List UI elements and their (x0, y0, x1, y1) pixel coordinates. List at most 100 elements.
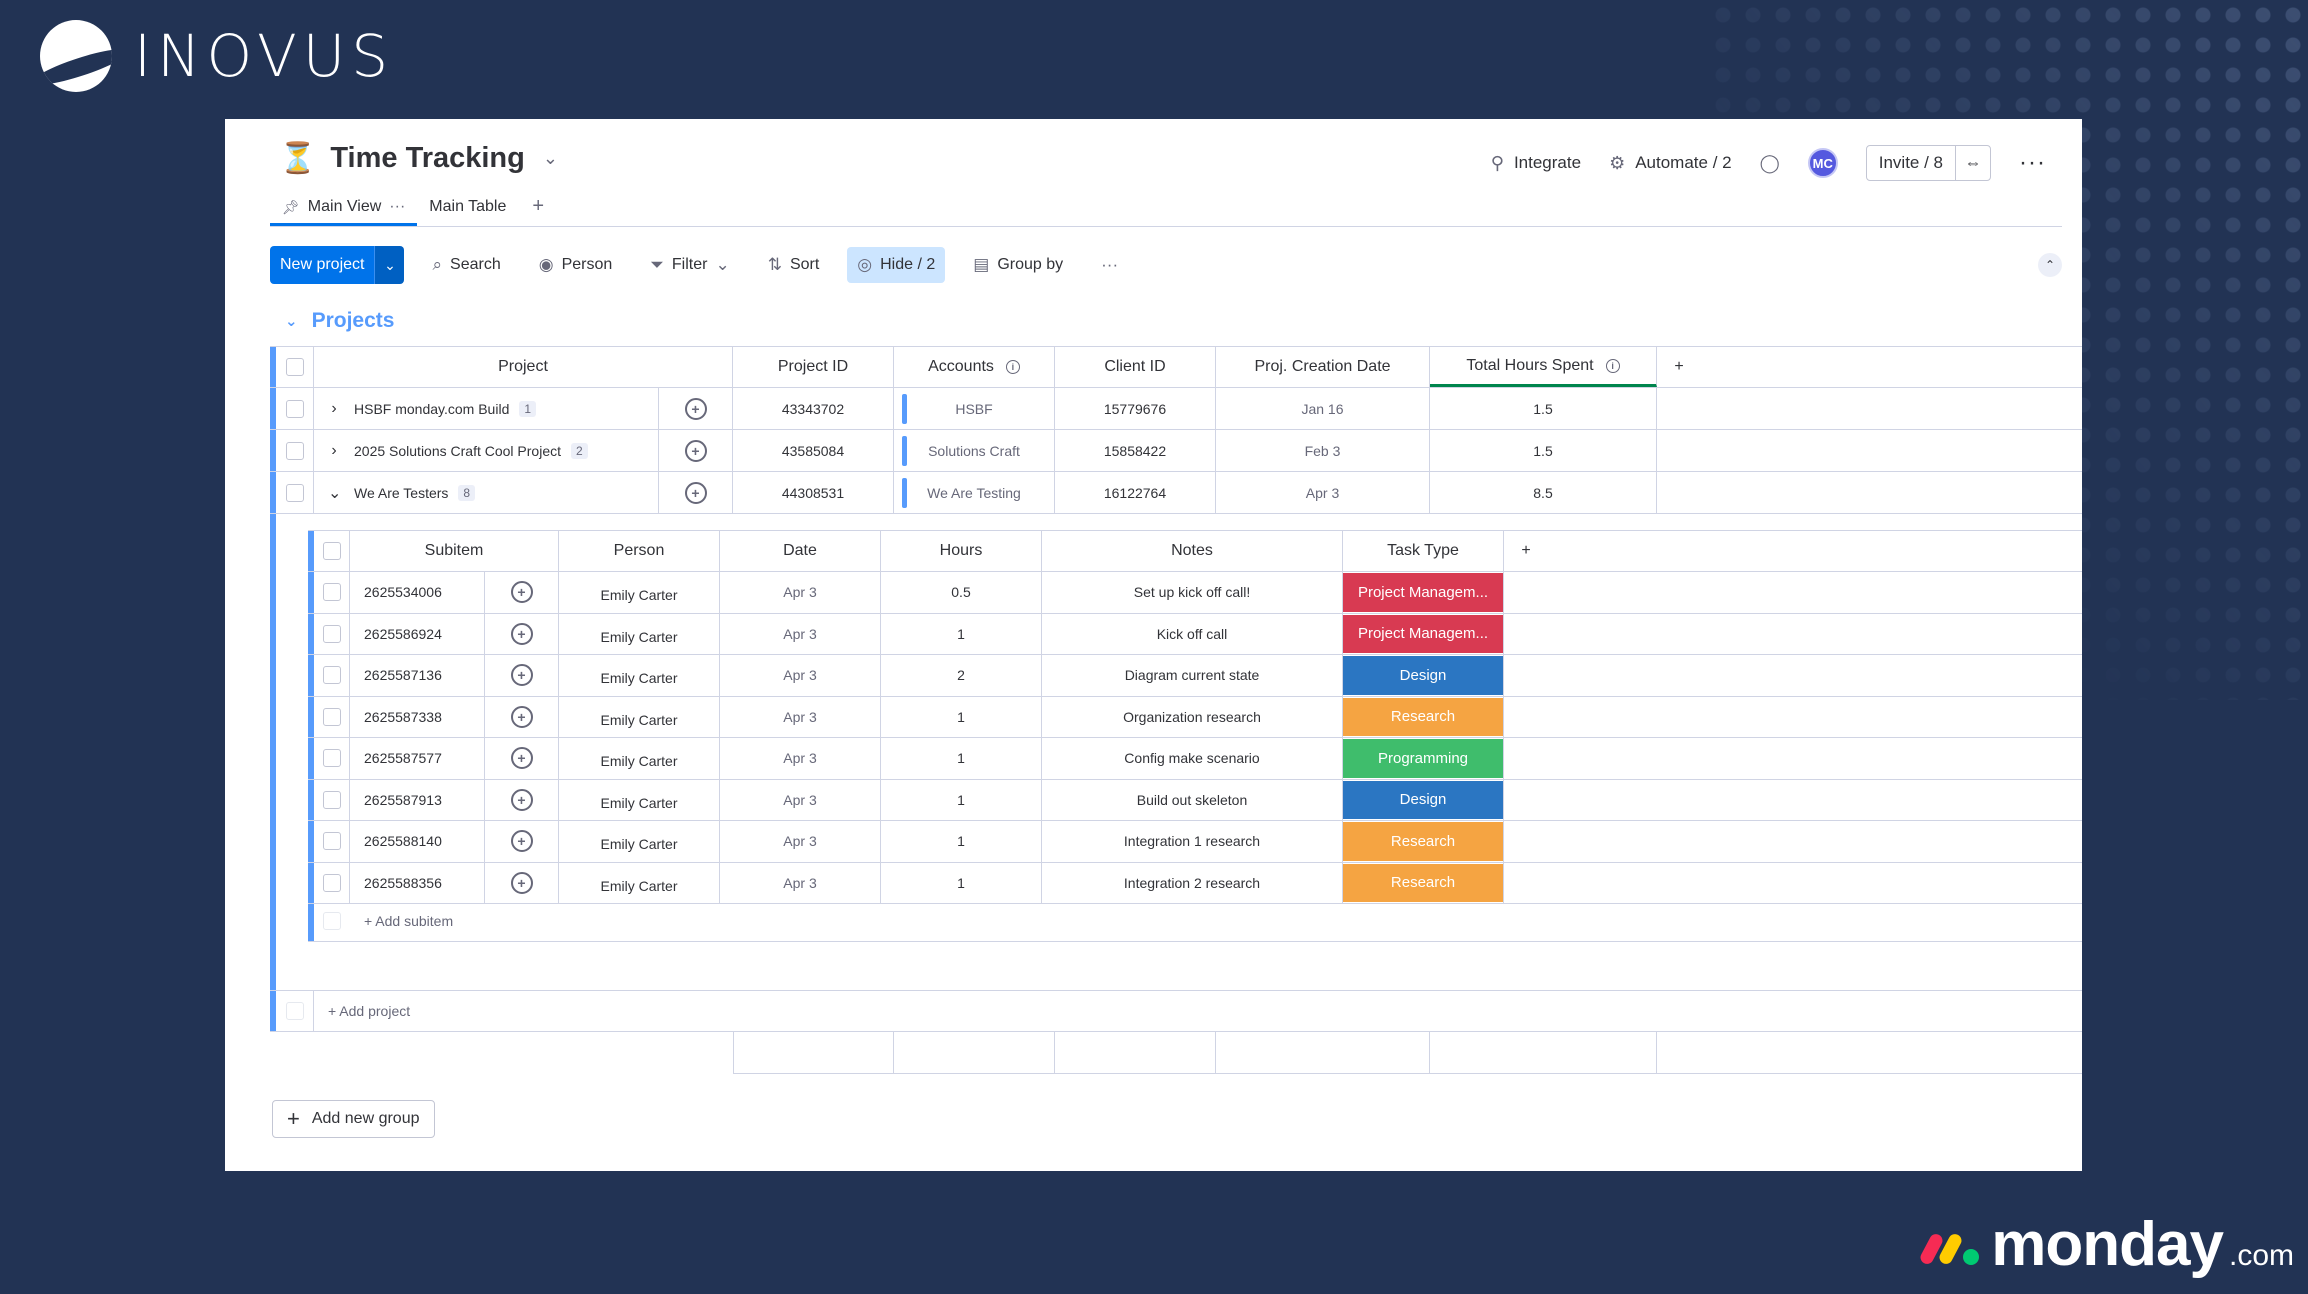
add-view-button[interactable]: + (532, 195, 545, 217)
project-name-cell[interactable]: › 2025 Solutions Craft Cool Project 2 (314, 430, 658, 471)
accounts-cell[interactable]: Solutions Craft (894, 430, 1055, 471)
chevron-right-icon[interactable]: › (331, 399, 337, 417)
hours-cell[interactable]: 1 (881, 862, 1042, 903)
column-header-project[interactable]: Project (314, 347, 733, 387)
integrate-button[interactable]: ⚲ Integrate (1491, 153, 1581, 174)
notes-cell[interactable]: Integration 1 research (1042, 821, 1343, 862)
column-header-total-hours[interactable]: Total Hours Spent i (1430, 347, 1657, 387)
subitem-row[interactable]: 2625586924 + Emily Carter Apr 3 1 Kick off ca… (308, 613, 2082, 655)
column-header-notes[interactable]: Notes (1042, 531, 1343, 571)
date-cell[interactable]: Apr 3 (720, 696, 881, 737)
notes-cell[interactable]: Kick off call (1042, 613, 1343, 654)
row-checkbox[interactable] (322, 583, 341, 602)
add-project-button[interactable]: + Add project (328, 1003, 411, 1019)
avatar[interactable]: MC (1807, 148, 1838, 178)
search-button[interactable]: ⌕ Search (422, 247, 510, 283)
notes-cell[interactable]: Config make scenario (1042, 738, 1343, 779)
more-options-icon[interactable]: ··· (2019, 149, 2046, 176)
task-type-cell[interactable]: Project Managem... (1343, 572, 1504, 613)
automate-button[interactable]: ⚙ Automate / 2 (1609, 153, 1732, 174)
board-title-area[interactable]: ⏳ Time Tracking ⌄ (279, 141, 558, 176)
creation-date-cell[interactable]: Jan 16 (1216, 388, 1430, 429)
subitem-row[interactable]: 2625587913 + Emily Carter Apr 3 1 Build out s… (308, 779, 2082, 821)
table-row[interactable]: ⌄ We Are Testers 8 + 44308531 We Are Tes… (270, 472, 2082, 514)
row-checkbox[interactable] (322, 832, 341, 851)
info-icon[interactable]: i (1605, 358, 1620, 373)
updates-cell[interactable]: + (484, 572, 559, 613)
subitem-row[interactable]: 2625588356 + Emily Carter Apr 3 1 Integration… (308, 862, 2082, 904)
subitem-row[interactable]: 2625587136 + Emily Carter Apr 3 2 Diagram cur… (308, 655, 2082, 697)
subitem-id-cell[interactable]: 2625587136 (364, 667, 442, 684)
subitem-row[interactable]: 2625534006 + Emily Carter Apr 3 0.5 Set up ki… (308, 572, 2082, 614)
notes-cell[interactable]: Set up kick off call! (1042, 572, 1343, 613)
row-checkbox[interactable] (285, 483, 304, 502)
updates-cell[interactable]: + (658, 388, 733, 429)
updates-cell[interactable]: + (484, 655, 559, 696)
table-row[interactable]: › HSBF monday.com Build 1 + 43343702 HSB… (270, 388, 2082, 430)
row-checkbox[interactable] (285, 441, 304, 460)
creation-date-cell[interactable]: Feb 3 (1216, 430, 1430, 471)
chevron-down-icon[interactable]: ⌄ (715, 255, 730, 274)
date-cell[interactable]: Apr 3 (720, 655, 881, 696)
client-id-cell[interactable]: 15858422 (1055, 430, 1216, 471)
column-header-task-type[interactable]: Task Type (1343, 531, 1504, 571)
row-checkbox[interactable] (322, 873, 341, 892)
group-by-button[interactable]: ▤ Group by (963, 247, 1073, 283)
updates-cell[interactable]: + (484, 696, 559, 737)
add-subitem-button[interactable]: + Add subitem (364, 912, 454, 929)
subitem-id-cell[interactable]: 2625587577 (364, 750, 442, 767)
group-header[interactable]: ⌄ Projects (285, 309, 394, 333)
date-cell[interactable]: Apr 3 (720, 738, 881, 779)
accounts-cell[interactable]: We Are Testing (894, 472, 1055, 513)
column-header-client-id[interactable]: Client ID (1055, 347, 1216, 387)
add-subitem-column-button[interactable]: + (1521, 542, 1531, 559)
updates-cell[interactable]: + (658, 472, 733, 513)
task-type-cell[interactable]: Design (1343, 779, 1504, 820)
project-id-cell[interactable]: 43585084 (733, 430, 894, 471)
filter-button[interactable]: ⏷ Filter ⌄ (640, 247, 739, 283)
hours-cell[interactable]: 1 (881, 779, 1042, 820)
client-id-cell[interactable]: 16122764 (1055, 472, 1216, 513)
invite-button[interactable]: Invite / 8 (1867, 146, 1957, 180)
sort-button[interactable]: ⇅ Sort (758, 247, 830, 283)
task-type-cell[interactable]: Programming (1343, 738, 1504, 779)
add-new-group-button[interactable]: + Add new group (272, 1100, 435, 1138)
subitem-id-cell[interactable]: 2625534006 (364, 584, 442, 601)
task-type-cell[interactable]: Project Managem... (1343, 613, 1504, 654)
updates-cell[interactable]: + (484, 821, 559, 862)
date-cell[interactable]: Apr 3 (720, 779, 881, 820)
row-checkbox[interactable] (322, 707, 341, 726)
select-all-checkbox[interactable] (322, 542, 341, 560)
updates-cell[interactable]: + (484, 862, 559, 903)
row-checkbox[interactable] (285, 399, 304, 418)
notes-cell[interactable]: Organization research (1042, 696, 1343, 737)
collapse-header-button[interactable]: ⌃ (2038, 253, 2062, 277)
row-checkbox[interactable] (322, 624, 341, 643)
updates-cell[interactable]: + (484, 613, 559, 654)
notes-cell[interactable]: Diagram current state (1042, 655, 1343, 696)
tab-main-table[interactable]: Main Table (417, 198, 518, 226)
notes-cell[interactable]: Integration 2 research (1042, 862, 1343, 903)
chevron-down-icon[interactable]: ⌄ (328, 484, 342, 502)
project-name-cell[interactable]: ⌄ We Are Testers 8 (314, 472, 658, 513)
hide-columns-button[interactable]: ◎ Hide / 2 (847, 247, 946, 283)
hours-cell[interactable]: 1 (881, 696, 1042, 737)
person-cell[interactable]: Emily Carter (559, 862, 720, 903)
person-cell[interactable]: Emily Carter (559, 572, 720, 613)
chevron-down-icon[interactable]: ⌄ (542, 148, 558, 168)
task-type-cell[interactable]: Research (1343, 696, 1504, 737)
column-header-date[interactable]: Date (720, 531, 881, 571)
task-type-cell[interactable]: Research (1343, 821, 1504, 862)
row-checkbox[interactable] (322, 790, 341, 809)
date-cell[interactable]: Apr 3 (720, 821, 881, 862)
project-id-cell[interactable]: 43343702 (733, 388, 894, 429)
select-all-checkbox[interactable] (285, 358, 304, 376)
add-column-button[interactable]: + (1674, 358, 1684, 375)
column-header-subitem[interactable]: Subitem (350, 531, 559, 571)
copy-link-icon[interactable]: ⇔ (1964, 153, 1982, 172)
column-header-person[interactable]: Person (559, 531, 720, 571)
toolbar-more-button[interactable]: ··· (1091, 247, 1128, 283)
subitem-id-cell[interactable]: 2625587338 (364, 708, 442, 725)
updates-cell[interactable]: + (658, 430, 733, 471)
person-cell[interactable]: Emily Carter (559, 821, 720, 862)
